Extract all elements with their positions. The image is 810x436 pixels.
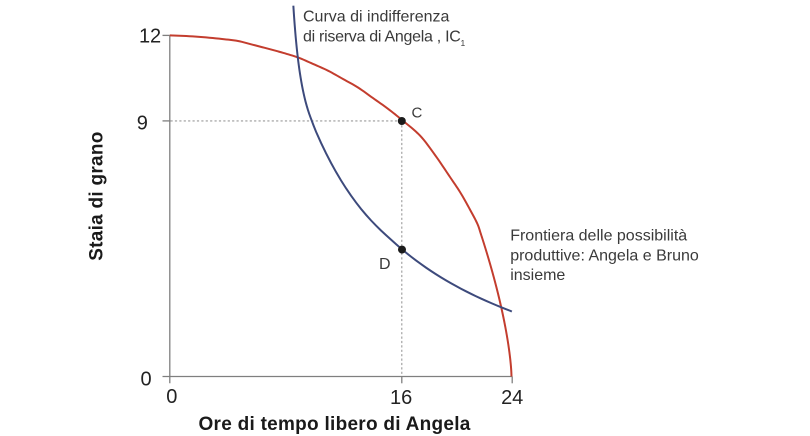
svg-text:Staia di grano: Staia di grano <box>87 131 108 260</box>
svg-text:insieme: insieme <box>510 267 565 284</box>
svg-text:Ore di tempo libero di Angela: Ore di tempo libero di Angela <box>199 414 471 435</box>
svg-text:C: C <box>411 104 422 121</box>
svg-text:0: 0 <box>140 368 151 390</box>
svg-text:Frontiera delle possibilità: Frontiera delle possibilità <box>510 228 687 245</box>
svg-text:di riserva di Angela , IC1: di riserva di Angela , IC1 <box>303 28 466 48</box>
svg-text:D: D <box>379 256 391 273</box>
svg-text:24: 24 <box>501 387 523 409</box>
svg-text:Curva di indifferenza: Curva di indifferenza <box>303 8 450 25</box>
svg-text:9: 9 <box>137 113 148 135</box>
svg-text:12: 12 <box>139 25 161 47</box>
svg-text:0: 0 <box>166 386 177 408</box>
svg-text:produttive: Angela e Bruno: produttive: Angela e Bruno <box>510 247 699 264</box>
svg-text:16: 16 <box>390 387 412 409</box>
